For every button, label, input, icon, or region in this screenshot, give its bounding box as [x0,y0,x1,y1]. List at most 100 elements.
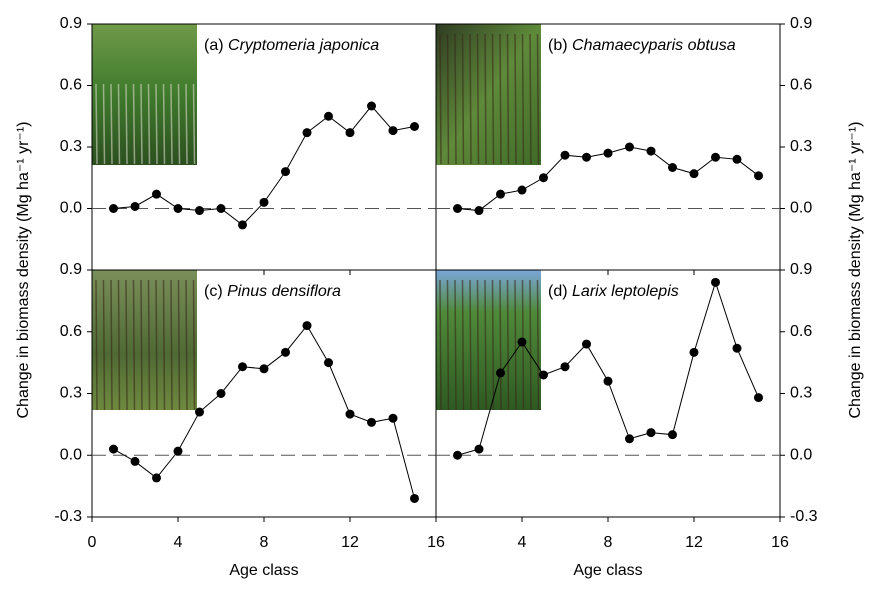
x-axis-label: Age class [229,562,298,579]
data-point [474,444,484,454]
photo-trunk [499,33,502,165]
photo-trunk [117,279,121,411]
y-tick-label: 0.9 [790,15,812,32]
data-point [496,368,505,378]
data-point [496,189,505,199]
y-tick-label: 0.9 [60,15,82,32]
photo-trunk [484,279,487,411]
photo-bg [92,24,197,165]
photo-trunk [499,279,502,411]
photo-trunk [521,33,525,165]
data-point [539,173,548,183]
y-tick-label: 0.3 [60,138,82,155]
data-point [517,337,527,347]
data-point [453,204,462,213]
data-point [732,343,742,353]
data-point [367,101,376,111]
data-point [410,122,419,131]
panel-title: (c) Pinus densiflora [204,283,341,300]
data-point [560,362,570,372]
species-name: Pinus densiflora [227,283,341,300]
data-point [711,152,720,162]
data-point [238,220,247,230]
photo-trunk [192,83,196,165]
photo-trunk [132,83,136,165]
data-point [152,473,161,483]
species-name: Chamaecyparis obtusa [572,37,736,54]
data-point [238,362,247,372]
y-tick-label: 0.9 [60,261,82,278]
data-point [388,413,398,423]
x-tick-label: 0 [88,534,97,551]
data-point [109,204,118,213]
y-tick-label: 0.9 [790,261,812,278]
data-point [302,321,312,331]
data-point [367,417,376,427]
data-point [668,163,677,172]
y-tick-label: 0.6 [790,323,812,340]
data-point [625,434,634,444]
photo-trunk [446,279,450,411]
data-point [259,197,269,207]
photo-trunk [439,33,442,165]
photo-trunk [529,279,532,411]
photo [92,270,197,411]
species-name: Larix leptolepis [572,283,679,300]
data-point [582,152,591,162]
x-tick-label: 12 [341,534,359,551]
data-point [281,347,290,357]
photo-trunk [162,83,166,165]
data-point [711,277,720,287]
data-point [689,169,699,179]
data-point [603,376,613,386]
x-tick-label: 16 [427,534,445,551]
y-axis-label: Change in biomass density (Mg ha⁻¹ yr⁻¹) [847,122,864,419]
photo-trunk [147,83,151,165]
data-point [689,347,699,357]
photo-trunk [102,279,106,411]
panel-label: (d) [548,283,568,300]
data-point [646,428,656,438]
data-point [216,389,226,398]
data-point [732,154,742,164]
data-point [560,150,570,160]
data-point [216,204,226,213]
data-point [453,450,462,460]
data-point [324,111,333,121]
data-point [754,171,763,181]
photo-trunk [536,279,540,411]
panel-label: (c) [204,283,223,300]
photo-trunk [110,279,113,411]
photo-trunk [95,279,98,411]
data-point [517,185,527,195]
panel-label: (b) [548,37,568,54]
photo-trunk [469,33,472,165]
y-tick-label: 0.0 [790,446,812,463]
photo-trunk [125,279,128,411]
photo [436,24,541,165]
photo-trunk [484,33,487,165]
data-point [668,430,677,440]
data-point [259,364,269,374]
photo-trunk [155,279,158,411]
data-point [152,189,161,199]
photo-trunk [185,83,188,165]
photo-trunk [170,83,173,165]
x-tick-label: 12 [685,534,703,551]
y-tick-label: 0.6 [60,77,82,94]
y-tick-label: 0.3 [60,385,82,402]
photo [92,24,197,165]
photo-trunk [147,279,151,411]
y-tick-label: 0.3 [790,385,812,402]
data-point [130,201,140,211]
photo-trunk [461,33,465,165]
photo-trunk [536,33,540,165]
photo-trunk [177,83,181,165]
data-point [754,393,763,403]
x-tick-label: 4 [174,534,183,551]
photo-trunk [155,83,158,165]
photo-trunk [102,83,106,165]
photo-trunk [140,279,143,411]
